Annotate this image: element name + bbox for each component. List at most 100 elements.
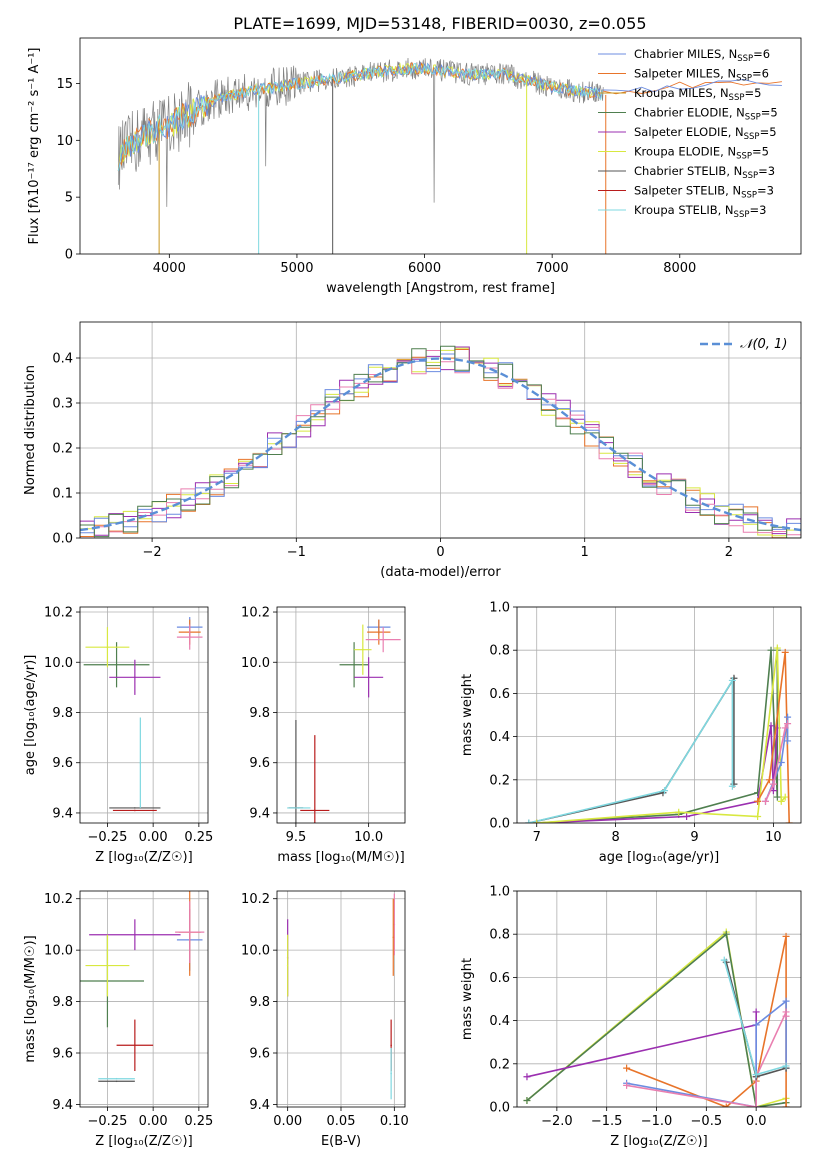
data-point bbox=[134, 676, 136, 679]
data-point bbox=[382, 638, 384, 641]
y-tick-label: 0 bbox=[65, 248, 73, 263]
y-tick-label: 10.2 bbox=[241, 892, 270, 907]
plot-area-age-vs-Z bbox=[83, 617, 203, 812]
y-tick-label: 0.4 bbox=[489, 1014, 510, 1029]
weight-marker bbox=[728, 676, 736, 684]
axes-frame bbox=[516, 890, 802, 1108]
axes-frame bbox=[79, 321, 802, 539]
axes-spectrum: 4000 5000 6000 7000 8000 0 5 10 15 wavelength [An… bbox=[27, 37, 802, 296]
axes-weight-vs-Z: −2.0 −1.5 −1.0 −0.5 0.0 0.0 0.2 0.4 0.6 0.8 1.0 Z [… bbox=[460, 885, 802, 1149]
x-tick-label: 4000 bbox=[153, 261, 186, 276]
y-tick-label: 9.6 bbox=[249, 1047, 270, 1062]
weight-marker bbox=[784, 737, 792, 745]
x-tick-label: 10 bbox=[765, 830, 782, 845]
plot-area-mass-vs-EBV bbox=[286, 893, 396, 1100]
x-tick-label: 0 bbox=[436, 545, 444, 560]
x-tick-label: 0.00 bbox=[273, 1114, 302, 1129]
plot-area-weight-vs-Z bbox=[523, 928, 790, 1107]
weight-marker bbox=[782, 1062, 790, 1070]
weight-marker bbox=[781, 648, 789, 656]
x-axis-label: E(B-V) bbox=[321, 1134, 361, 1149]
y-tick-label: 0.4 bbox=[489, 730, 510, 745]
legend-entry: Salpeter STELIB, NSSP=3 bbox=[634, 184, 774, 201]
data-point bbox=[286, 964, 289, 967]
weight-marker bbox=[722, 930, 730, 938]
weight-marker bbox=[769, 780, 777, 788]
weight-marker bbox=[523, 1097, 531, 1105]
weight-marker bbox=[752, 1103, 760, 1107]
y-axis-label: Flux [fλ10⁻¹⁷ erg cm⁻² s⁻¹ A⁻¹] bbox=[27, 48, 42, 245]
weight-marker bbox=[782, 997, 790, 1005]
y-tick-label: 15 bbox=[56, 77, 73, 92]
legend-entry: Kroupa MILES, NSSP=5 bbox=[634, 86, 761, 103]
y-tick-label: 10.2 bbox=[241, 606, 270, 621]
plot-area-mass-vs-Z bbox=[80, 891, 205, 1083]
x-tick-label: −2.0 bbox=[541, 1114, 573, 1129]
y-tick-label: 0.2 bbox=[52, 442, 73, 457]
x-tick-label: 6000 bbox=[408, 261, 441, 276]
legend-entry: Salpeter ELODIE, NSSP=5 bbox=[634, 125, 777, 142]
x-tick-label: 9 bbox=[690, 830, 698, 845]
weight-marker bbox=[754, 813, 762, 821]
x-tick-label: 7 bbox=[533, 830, 541, 845]
weight-marker bbox=[785, 819, 793, 823]
data-point bbox=[134, 807, 136, 809]
weight-marker bbox=[752, 1071, 760, 1079]
y-tick-label: 10.0 bbox=[44, 944, 73, 959]
data-point bbox=[188, 636, 191, 638]
y-tick-label: 9.6 bbox=[52, 756, 73, 771]
x-tick-label: −0.25 bbox=[88, 830, 128, 845]
x-tick-label: 7000 bbox=[536, 261, 569, 276]
legend-entry: Salpeter MILES, NSSP=6 bbox=[634, 67, 769, 84]
axes-mass-vs-EBV: 0.00 0.05 0.10 9.4 9.6 9.8 10.0 10.2 E(B-V) bbox=[241, 890, 409, 1149]
data-point bbox=[393, 923, 396, 926]
x-axis-label: age [log₁₀(age/yr)] bbox=[599, 850, 720, 865]
legend-entry: Chabrier MILES, NSSP=6 bbox=[634, 47, 770, 64]
y-tick-label: 0.2 bbox=[489, 1057, 510, 1072]
data-point bbox=[106, 964, 109, 967]
x-tick-label: 0.0 bbox=[746, 1114, 767, 1129]
weight-marker bbox=[623, 1081, 631, 1089]
x-tick-label: 0.00 bbox=[139, 830, 168, 845]
y-tick-label: 9.8 bbox=[52, 706, 73, 721]
x-tick-label: 8 bbox=[611, 830, 619, 845]
y-tick-label: 0.8 bbox=[489, 928, 510, 943]
weight-marker bbox=[782, 1012, 790, 1020]
x-axis-label: Z [log₁₀(Z/Z☉)] bbox=[95, 1134, 192, 1149]
spectrum-legend: Chabrier MILES, NSSP=6 Salpeter MILES, NS… bbox=[598, 47, 778, 220]
weight-marker bbox=[728, 782, 736, 790]
x-axis-label: Z [log₁₀(Z/Z☉)] bbox=[610, 1134, 707, 1149]
weight-marker bbox=[720, 956, 728, 964]
figure-title: PLATE=1699, MJD=53148, FIBERID=0030, z=0… bbox=[233, 14, 646, 33]
y-tick-label: 9.4 bbox=[249, 1098, 270, 1113]
y-axis-label: mass [log₁₀(M/M☉)] bbox=[23, 935, 38, 1062]
x-tick-label: −0.5 bbox=[691, 1114, 723, 1129]
y-tick-label: 0.0 bbox=[489, 817, 510, 832]
axes-frame bbox=[516, 606, 802, 824]
plot-area-weight-vs-age bbox=[525, 644, 793, 823]
weight-marker bbox=[762, 797, 769, 805]
weight-marker bbox=[623, 1064, 631, 1072]
y-tick-label: 9.6 bbox=[52, 1047, 73, 1062]
y-tick-label: 10.0 bbox=[44, 656, 73, 671]
x-tick-label: 0.10 bbox=[380, 1114, 409, 1129]
x-tick-label: −1 bbox=[287, 545, 306, 560]
data-point bbox=[298, 807, 300, 809]
y-tick-label: 9.8 bbox=[249, 706, 270, 721]
y-tick-label: 5 bbox=[65, 191, 73, 206]
weight-marker bbox=[661, 787, 669, 795]
x-tick-label: −1.0 bbox=[641, 1114, 673, 1129]
weight-series bbox=[526, 1012, 758, 1107]
y-tick-label: 9.4 bbox=[249, 806, 270, 821]
y-tick-label: 10.2 bbox=[44, 892, 73, 907]
gaussian-curve bbox=[80, 357, 801, 532]
y-tick-label: 1.0 bbox=[489, 601, 510, 616]
axes-frame bbox=[79, 37, 802, 255]
data-point bbox=[106, 646, 109, 648]
axes-frame bbox=[276, 606, 406, 824]
plot-area-residuals bbox=[80, 345, 801, 538]
data-point bbox=[134, 1044, 136, 1047]
data-point bbox=[139, 761, 142, 764]
